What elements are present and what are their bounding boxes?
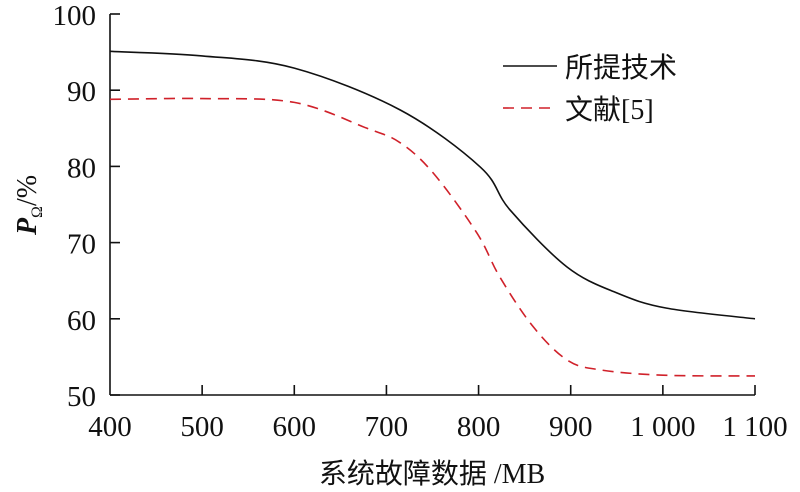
x-tick-label: 700 bbox=[365, 411, 409, 443]
x-tick-label: 500 bbox=[180, 411, 224, 443]
y-tick-label: 60 bbox=[67, 305, 96, 337]
x-tick-label: 400 bbox=[88, 411, 132, 443]
legend: 所提技术 文献[5] bbox=[503, 52, 677, 126]
x-tick-label: 900 bbox=[549, 411, 593, 443]
y-tick-label: 100 bbox=[53, 0, 97, 32]
y-tick-label: 70 bbox=[67, 229, 96, 261]
legend-label-1: 文献[5] bbox=[565, 94, 654, 126]
series-group bbox=[109, 50, 756, 377]
y-axis-label-main: P bbox=[12, 217, 43, 236]
axes: 50 60 70 80 90 100 400 500 600 700 800 900 1 000 1 10… bbox=[53, 0, 788, 443]
svg-text:PΩ/%: PΩ/% bbox=[12, 175, 46, 236]
y-tick-label: 90 bbox=[67, 76, 96, 108]
x-axis-label: 系统故障数据 /MB bbox=[319, 458, 545, 490]
y-axis-label-sub: Ω bbox=[29, 206, 46, 218]
y-axis-label: PΩ/% bbox=[12, 175, 46, 236]
x-tick-label: 1 100 bbox=[722, 411, 787, 443]
y-tick-label: 80 bbox=[67, 152, 96, 184]
series-line-0 bbox=[109, 50, 756, 320]
x-tick-label: 1 000 bbox=[630, 411, 695, 443]
series-line-1 bbox=[109, 97, 756, 377]
y-axis-label-unit: /% bbox=[12, 175, 43, 206]
y-tick-label: 50 bbox=[67, 381, 96, 413]
legend-label-0: 所提技术 bbox=[565, 52, 677, 84]
x-tick-label: 800 bbox=[457, 411, 501, 443]
x-tick-label: 600 bbox=[273, 411, 317, 443]
